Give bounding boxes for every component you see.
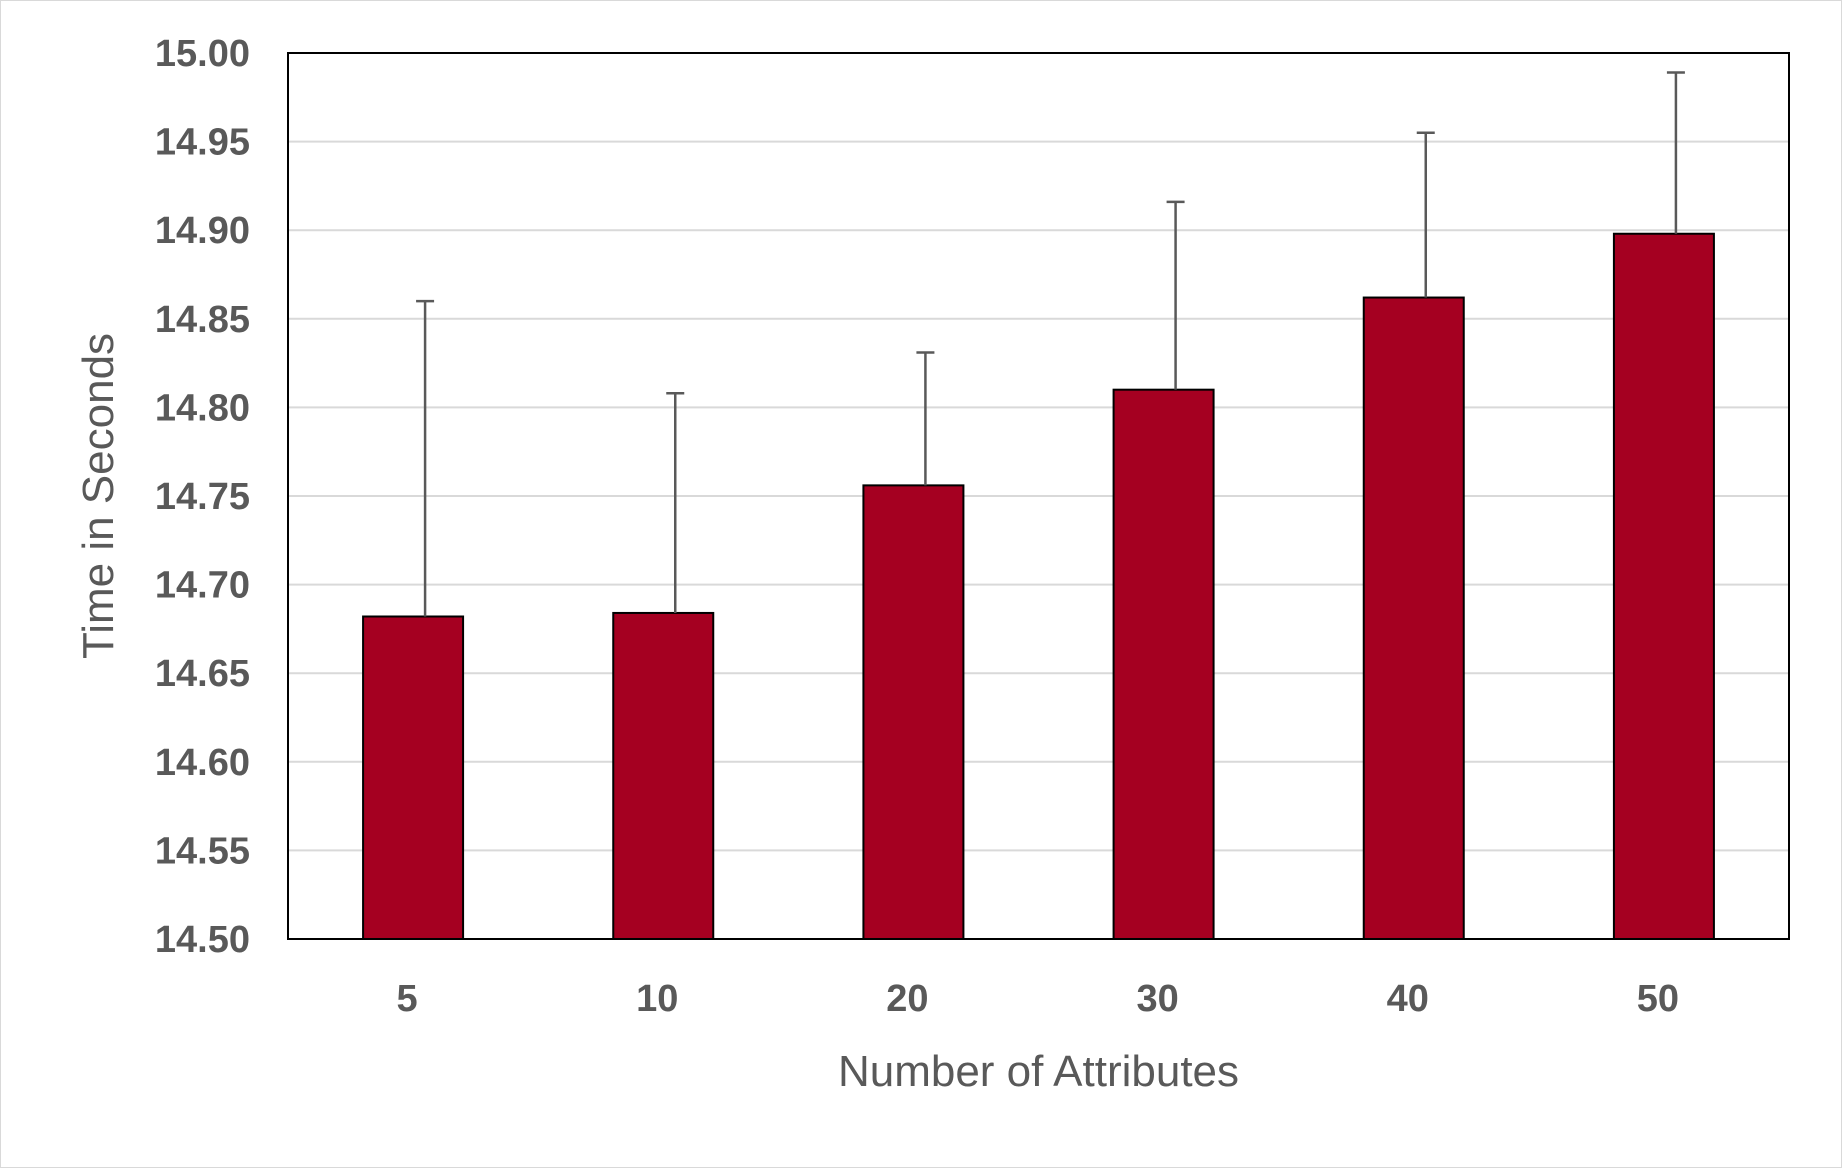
error-bars xyxy=(416,71,1685,617)
x-tick-label: 20 xyxy=(886,978,928,1020)
error-bar xyxy=(916,351,935,486)
y-tick-label: 14.75 xyxy=(155,476,250,518)
plot-area-border xyxy=(287,52,1790,940)
bar xyxy=(1112,388,1215,940)
error-bar xyxy=(416,299,435,617)
x-tick-label: 5 xyxy=(397,978,418,1020)
y-tick-label: 14.70 xyxy=(155,565,250,607)
bars xyxy=(362,232,1715,941)
y-tick-label: 14.55 xyxy=(155,830,250,872)
y-tick-label: 14.50 xyxy=(155,919,250,961)
bar xyxy=(1612,232,1715,940)
x-axis-tick-labels: 5 10 20 30 40 50 xyxy=(397,978,1680,1020)
y-tick-label: 14.65 xyxy=(155,653,250,695)
error-bar xyxy=(1666,71,1685,234)
error-bar xyxy=(1166,200,1185,390)
y-axis-title: Time in Seconds xyxy=(74,333,123,659)
x-axis-title: Number of Attributes xyxy=(838,1047,1239,1096)
y-tick-label: 14.95 xyxy=(155,122,250,164)
bar xyxy=(862,484,965,940)
y-axis-tick-labels: 14.50 14.55 14.60 14.65 14.70 14.75 14.80 14.85… xyxy=(155,33,250,961)
bar xyxy=(362,615,465,940)
bar xyxy=(1362,296,1465,940)
x-tick-label: 10 xyxy=(636,978,678,1020)
error-bar xyxy=(666,391,685,613)
error-bar xyxy=(1416,131,1435,298)
x-tick-label: 40 xyxy=(1387,978,1429,1020)
x-tick-label: 30 xyxy=(1136,978,1178,1020)
y-tick-label: 14.90 xyxy=(155,210,250,252)
y-tick-label: 14.85 xyxy=(155,299,250,341)
bar xyxy=(612,611,715,941)
y-tick-label: 14.60 xyxy=(155,742,250,784)
y-tick-label: 15.00 xyxy=(155,33,250,75)
gridlines xyxy=(288,140,1789,852)
y-tick-label: 14.80 xyxy=(155,387,250,429)
x-tick-label: 50 xyxy=(1637,978,1679,1020)
